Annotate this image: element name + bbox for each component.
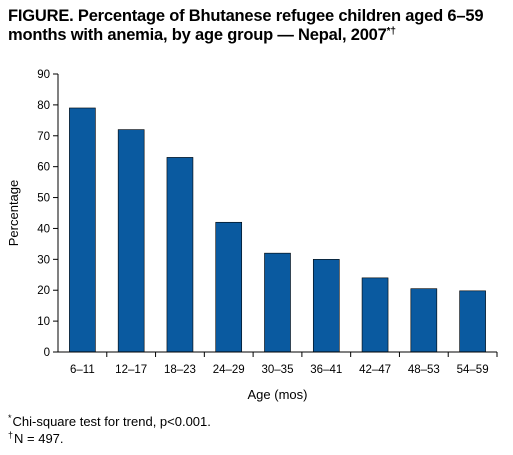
- footnote-2-mark: †: [8, 430, 14, 440]
- bar-1: [69, 107, 96, 353]
- bar-8: [410, 288, 438, 353]
- bar-4: [215, 221, 243, 353]
- figure-title-footnote-marks: *†: [386, 26, 396, 37]
- x-axis-label: Age (mos): [248, 387, 308, 402]
- footnote-2: †N = 497.: [8, 430, 211, 448]
- figure-title-text: FIGURE. Percentage of Bhutanese refugee …: [8, 7, 484, 44]
- y-tick-label: 20: [37, 285, 50, 297]
- y-tick-label: 60: [37, 162, 50, 174]
- bar-5: [264, 252, 291, 353]
- footnote-1-text: Chi-square test for trend, p<0.001.: [12, 414, 211, 429]
- footnotes: *Chi-square test for trend, p<0.001. †N …: [8, 413, 211, 448]
- bar-2: [117, 129, 145, 353]
- y-tick-label: 80: [37, 100, 50, 112]
- y-tick-label: 30: [37, 254, 50, 266]
- y-axis: 0 10 20 30 40 50 60 70 80 90: [37, 69, 59, 359]
- footnote-2-text: N = 497.: [14, 431, 64, 446]
- x-tick-label: 12–17: [115, 364, 147, 376]
- x-tick-label: 36–41: [310, 364, 342, 376]
- y-tick-label: 50: [37, 193, 50, 205]
- y-tick-label: 70: [37, 131, 50, 143]
- x-tick-label: 6–11: [70, 364, 95, 376]
- bar-7: [361, 277, 389, 353]
- y-tick-label: 0: [44, 347, 50, 359]
- bar-6: [312, 259, 340, 353]
- y-tick-label: 90: [37, 69, 50, 81]
- x-tick-label: 42–47: [359, 364, 391, 376]
- bar-9: [459, 290, 486, 353]
- x-tick-label: 48–53: [408, 364, 440, 376]
- bar-3: [166, 157, 194, 353]
- y-tick-label: 40: [37, 223, 50, 235]
- footnote-1-mark: *: [8, 413, 12, 423]
- x-axis: 6–11 12–17 18–23 24–29 30–35 36–41 42–47 48–53 5…: [58, 351, 498, 376]
- x-tick-label: 30–35: [262, 364, 294, 376]
- footnote-1: *Chi-square test for trend, p<0.001.: [8, 413, 211, 431]
- bars: [69, 107, 486, 353]
- y-axis-label: Percentage: [6, 180, 21, 247]
- x-tick-label: 18–23: [164, 364, 196, 376]
- x-tick-label: 54–59: [457, 364, 489, 376]
- x-tick-label: 24–29: [213, 364, 245, 376]
- figure-title: FIGURE. Percentage of Bhutanese refugee …: [8, 7, 508, 45]
- y-tick-label: 10: [37, 316, 50, 328]
